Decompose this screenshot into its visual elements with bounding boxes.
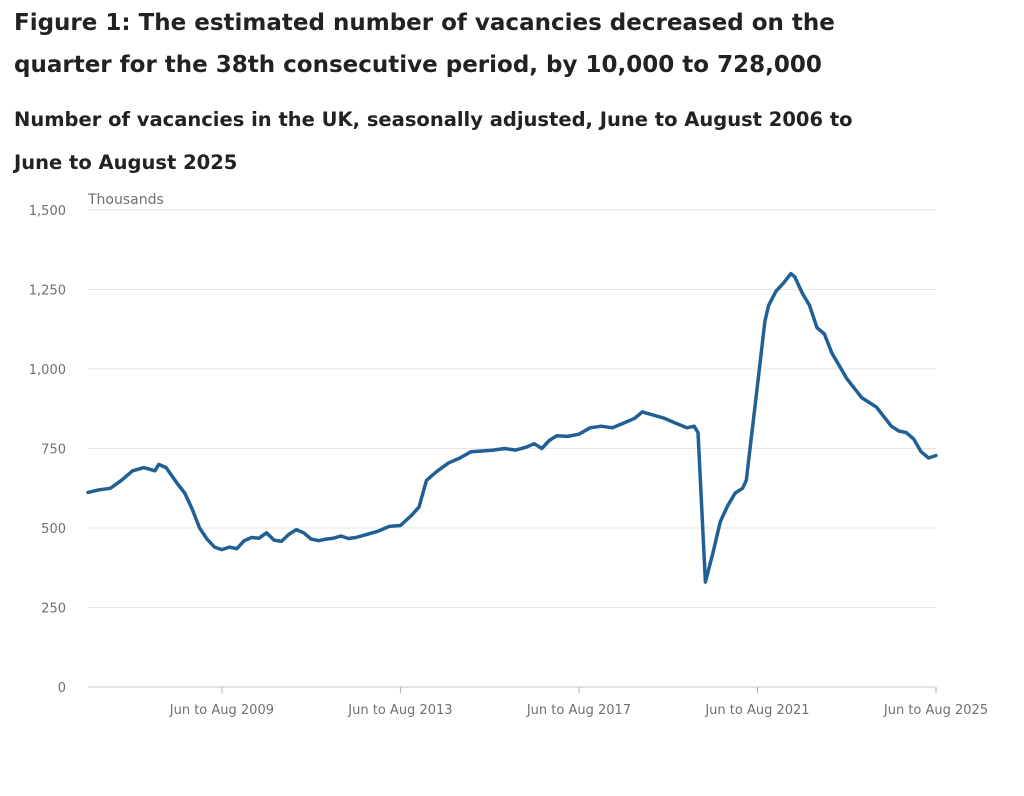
chart-title: Figure 1: The estimated number of vacanc… (14, 10, 835, 78)
x-tick-label: Jun to Aug 2013 (347, 703, 452, 718)
y-tick-label: 750 (41, 443, 66, 458)
y-tick-label: 250 (41, 602, 66, 617)
y-tick-label: 1,250 (29, 284, 66, 299)
y-tick-label: 1,000 (29, 363, 66, 378)
x-tick-label: Jun to Aug 2025 (883, 703, 988, 718)
x-tick-label: Jun to Aug 2021 (704, 703, 809, 718)
y-tick-label: 0 (58, 681, 66, 696)
x-tick-label: Jun to Aug 2009 (169, 703, 274, 718)
chart-subtitle: Number of vacancies in the UK, seasonall… (14, 108, 853, 174)
y-axis-unit-label: Thousands (87, 192, 164, 208)
x-tick-label: Jun to Aug 2017 (526, 703, 631, 718)
y-tick-label: 500 (41, 522, 66, 537)
vacancies-series-line (86, 271, 938, 584)
y-tick-label: 1,500 (29, 204, 66, 219)
